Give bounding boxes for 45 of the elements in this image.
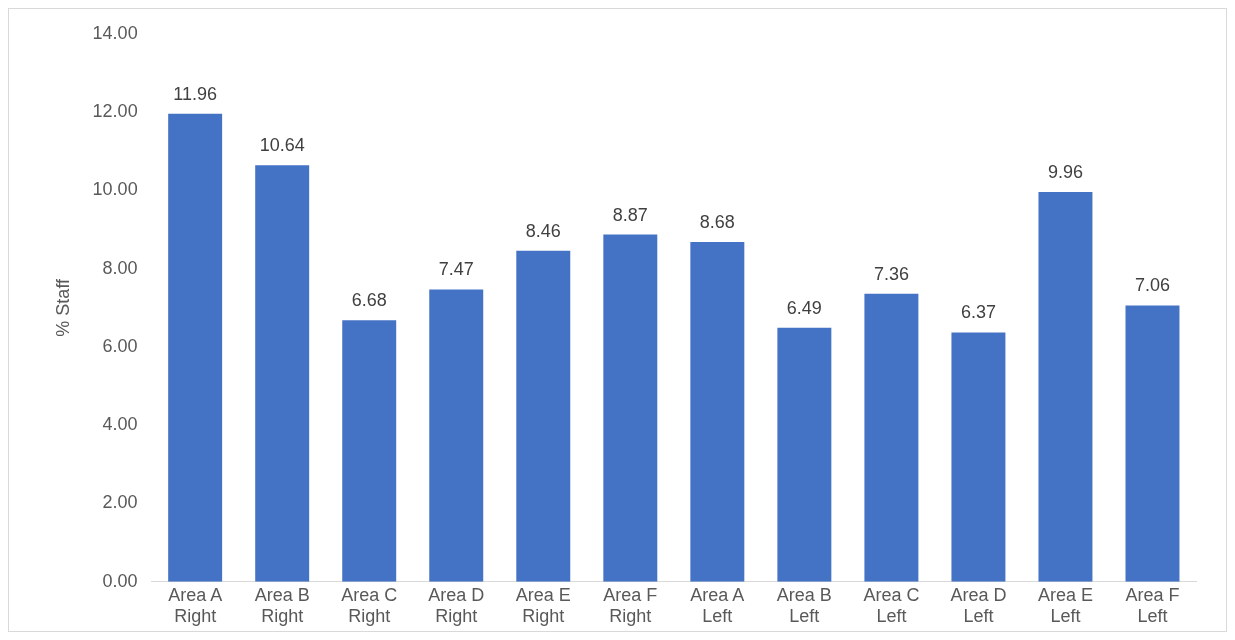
y-tick-label: 6.00: [102, 335, 138, 356]
data-label: 8.87: [612, 204, 648, 225]
y-tick-label: 14.00: [92, 22, 138, 43]
bar: [603, 234, 658, 582]
x-tick-label: Area A Left: [690, 584, 745, 627]
bar: [516, 250, 571, 582]
bar: [951, 332, 1006, 582]
x-tick-label: Area C Right: [341, 584, 398, 627]
data-label: 6.37: [960, 302, 996, 323]
x-tick-label: Area E Left: [1037, 584, 1093, 627]
y-tick-label: 0.00: [102, 570, 138, 591]
data-label: 8.68: [699, 212, 735, 233]
x-tick-label: Area D Left: [950, 584, 1007, 627]
x-tick-label: Area F Right: [603, 584, 658, 627]
data-label: 7.06: [1134, 275, 1171, 296]
bar: [690, 242, 745, 582]
x-tick-label: Area B Left: [776, 584, 832, 627]
data-label: 10.64: [259, 135, 305, 156]
bar: [429, 289, 484, 582]
bar: [342, 320, 397, 582]
x-tick-label: Area E Right: [515, 584, 571, 627]
y-tick-label: 4.00: [102, 414, 138, 435]
x-tick-label: Area A Right: [168, 584, 223, 627]
data-label: 7.47: [438, 259, 474, 280]
bar: [777, 327, 832, 582]
y-tick-label: 8.00: [102, 257, 138, 278]
y-tick-label: 2.00: [102, 492, 138, 513]
data-label: 8.46: [525, 220, 561, 241]
y-axis-title: % Staff: [52, 277, 73, 337]
data-label: 7.36: [873, 263, 909, 284]
bar: [1038, 191, 1093, 582]
y-tick-label: 10.00: [92, 179, 138, 200]
bar: [168, 113, 223, 582]
data-label: 6.68: [351, 290, 387, 311]
bar: [1125, 305, 1180, 582]
x-tick-label: Area B Right: [254, 584, 310, 627]
bar: [864, 293, 919, 582]
data-label: 11.96: [173, 83, 218, 104]
x-tick-label: Area F Left: [1125, 584, 1180, 627]
data-label: 9.96: [1047, 161, 1083, 182]
data-label: 6.49: [786, 297, 822, 318]
x-tick-label: Area C Left: [863, 584, 920, 627]
x-tick-label: Area D Right: [428, 584, 485, 627]
bar: [255, 165, 310, 582]
y-tick-label: 12.00: [92, 101, 138, 122]
